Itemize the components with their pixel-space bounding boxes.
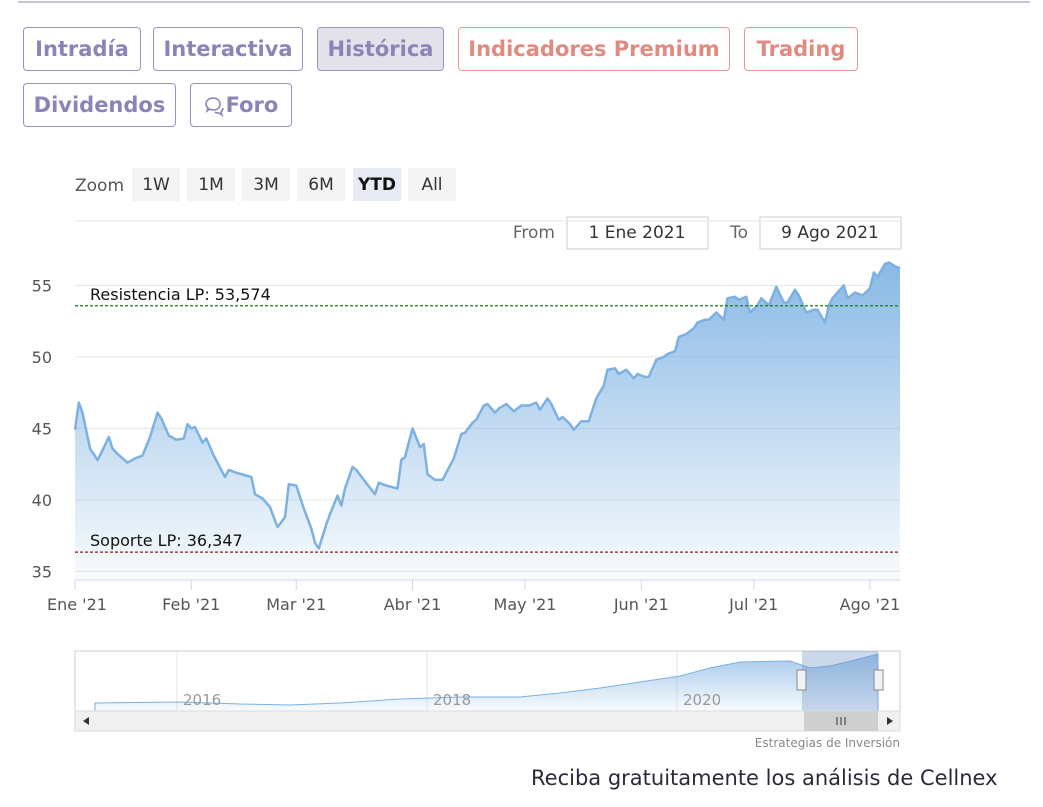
- x-tick-label: Ago '21: [840, 595, 901, 614]
- navigator-label: 2020: [683, 691, 721, 709]
- zoom-button[interactable]: [408, 168, 456, 201]
- plot-line-label: Soporte LP: 36,347: [90, 531, 243, 550]
- navigator: [74, 650, 901, 732]
- x-tick-label: Jul '21: [728, 595, 778, 614]
- x-tick-label: Ene '21: [47, 595, 107, 614]
- y-tick-label: 40: [32, 491, 52, 510]
- to-input[interactable]: [759, 216, 902, 250]
- y-tick-label: 45: [32, 419, 52, 438]
- navigator-label: 2016: [183, 691, 221, 709]
- zoom-button[interactable]: [187, 168, 235, 201]
- zoom-button-label: 1W: [142, 175, 170, 195]
- to-label: To: [729, 223, 748, 243]
- plot: 35 40 45 50 55 Resistencia LP: 53,574 Soporte …: [32, 261, 901, 614]
- zoom-button-label: 6M: [308, 175, 333, 195]
- x-tick-label: Abr '21: [384, 595, 442, 614]
- zoom-label: Zoom: [75, 176, 124, 196]
- zoom-button-label: 3M: [253, 175, 278, 195]
- from-value: 1 Ene 2021: [589, 223, 686, 243]
- x-tick-label: Feb '21: [162, 595, 220, 614]
- navigator-handle[interactable]: [873, 669, 884, 691]
- area: [75, 262, 900, 580]
- tab-active[interactable]: Histórica: [317, 27, 444, 71]
- zoom-button-label: 1M: [198, 175, 223, 195]
- x-tick-label: Mar '21: [266, 595, 326, 614]
- navigator-series: [94, 653, 879, 712]
- x-tick-label: Jun '21: [613, 595, 669, 614]
- zoom-button[interactable]: [297, 168, 345, 201]
- zoom-button-label: All: [421, 175, 442, 195]
- navigator-handle[interactable]: [796, 669, 807, 691]
- from-input[interactable]: [566, 216, 709, 250]
- y-tick-label: 50: [32, 348, 52, 367]
- tab-label: Foro: [225, 93, 279, 117]
- tab[interactable]: Foro: [190, 83, 292, 127]
- scrollbar-grip: [836, 717, 846, 725]
- tab[interactable]: Dividendos: [23, 83, 176, 127]
- tab[interactable]: Intradía: [23, 27, 141, 71]
- plot-line-label: Resistencia LP: 53,574: [90, 285, 271, 304]
- zoom-button-label: YTD: [357, 175, 396, 195]
- zoom-buttons: 1W 1M 3M 6M YTD All: [132, 168, 456, 201]
- tab[interactable]: Trading: [744, 27, 858, 71]
- zoom-button-active[interactable]: [353, 168, 401, 201]
- zoom-button[interactable]: [132, 168, 180, 201]
- navigator-mask[interactable]: [802, 651, 878, 711]
- promo-text: Reciba gratuitamente los análisis de Cel…: [531, 766, 998, 790]
- stock-chart: Zoom 1W 1M 3M 6M YTD All From 1 Ene 2021…: [32, 168, 902, 750]
- line: [73, 261, 901, 550]
- top-rule: [18, 1, 1030, 3]
- credit: Estrategias de Inversión: [755, 736, 900, 750]
- y-tick-label: 55: [32, 276, 52, 295]
- to-value: 9 Ago 2021: [781, 223, 879, 243]
- tab[interactable]: Indicadores Premium: [458, 27, 730, 71]
- zoom-button[interactable]: [242, 168, 290, 201]
- y-tick-label: 35: [32, 562, 52, 581]
- tab[interactable]: Interactiva: [153, 27, 303, 71]
- chat-icon: [205, 97, 224, 117]
- navigator-label: 2018: [433, 691, 471, 709]
- from-label: From: [513, 223, 555, 243]
- scrollbar-track[interactable]: [74, 710, 901, 732]
- x-tick-label: May '21: [494, 595, 557, 614]
